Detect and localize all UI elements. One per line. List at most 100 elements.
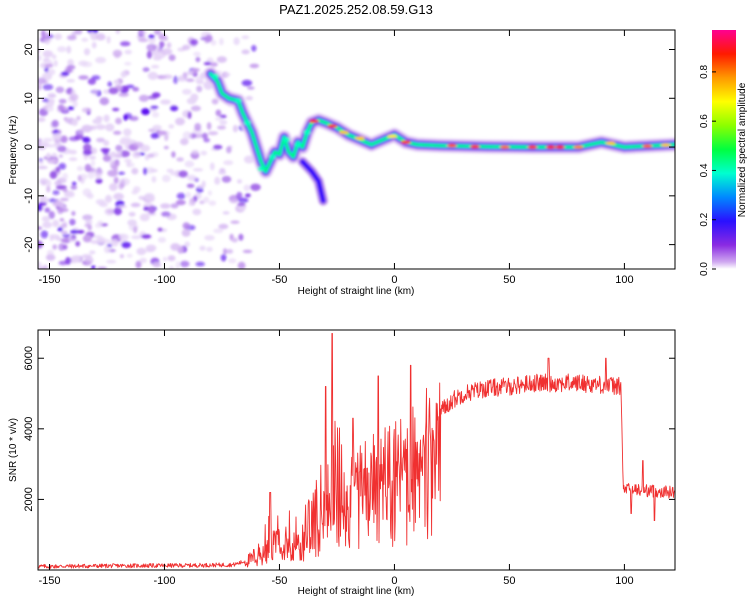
noise-blob [150,132,159,139]
noise-blob [48,211,55,219]
noise-blob [146,50,152,59]
noise-blob [223,248,227,255]
colorbar-ticks: 0.0 0.2 0.4 0.6 0.8 [699,64,716,276]
noise-blob [42,137,54,143]
noise-blob [44,105,54,112]
noise-blob [52,190,60,196]
noise-blob [52,200,63,207]
noise-blob [120,136,131,141]
noise-blob [201,132,208,139]
noise-blob [109,183,118,192]
noise-blob [95,56,107,64]
noise-blob [121,241,132,249]
noise-blob [67,59,74,67]
noise-blob [97,266,108,269]
noise-blob [112,107,120,112]
noise-blob [138,30,148,36]
noise-blob [66,79,76,83]
noise-blob [65,257,72,265]
noise-blob [87,78,96,85]
noise-blob [81,124,93,133]
noise-blob [147,71,159,80]
noise-blob [60,230,68,234]
spectrogram-plot-area [38,30,675,269]
noise-blob [117,205,128,209]
noise-blob [170,203,179,209]
noise-blob [242,249,253,254]
noise-blob [69,93,79,102]
noise-blob [166,42,172,49]
noise-blob [182,44,191,51]
noise-blob [118,182,124,190]
noise-blob [166,168,174,173]
noise-blob [230,220,240,224]
noise-blob [219,37,224,46]
noise-blob [58,154,63,158]
noise-blob [95,33,106,41]
noise-blob [195,56,201,63]
noise-blob [42,221,53,229]
noise-blob [49,170,58,179]
noise-blob [57,207,64,215]
noise-blob [186,183,195,188]
noise-blob [188,202,193,206]
noise-blob [69,218,76,226]
noise-blob [42,98,49,103]
snr-ylabel: SNR (10 * v/v) [8,418,19,482]
noise-blob [77,174,82,182]
y-tick-label: 20 [23,43,35,55]
noise-blob [186,78,195,82]
noise-blob [62,172,69,180]
ridge-hotspot [527,145,538,149]
noise-blob [250,183,261,191]
noise-blob [128,212,136,217]
noise-blob [72,100,78,108]
noise-blob [221,175,232,183]
noise-blob [214,176,221,185]
x-tick-label: -150 [38,274,60,286]
noise-blob [210,39,217,46]
ridge-hotspot [338,130,349,135]
noise-blob [41,197,48,203]
x-tick-label: -150 [38,575,60,587]
noise-blob [58,162,67,170]
noise-blob [81,37,89,42]
ridge-hotspot [605,141,616,145]
noise-blob [108,87,119,95]
noise-blob [206,122,212,130]
y-tick-label: 10 [23,92,35,104]
noise-blob [123,114,128,121]
noise-blob [182,131,192,140]
noise-blob [131,235,142,240]
noise-blob [157,227,163,232]
noise-blob [204,235,215,241]
noise-blob [118,171,125,175]
noise-blob [96,137,105,143]
noise-blob [171,151,176,158]
y-tick-label: -20 [23,237,35,253]
noise-blob [78,75,89,80]
noise-blob [181,88,192,95]
noise-blob [71,181,77,186]
snr-axes: -150 -100 -50 0 50 100 2000 4000 6000 [23,330,675,587]
noise-blob [152,262,162,268]
noise-blob [167,255,176,262]
noise-blob [67,236,77,243]
noise-blob [213,228,224,234]
colorbar-tick-label: 0.6 [699,114,710,128]
y-tick-label: -10 [23,188,35,204]
noise-blob [81,107,92,113]
noise-blob [87,171,95,180]
noise-blob [64,69,73,73]
spectrogram-ylabel: Frequency (Hz) [8,116,19,185]
noise-blob [181,229,191,237]
noise-blob [123,128,132,137]
noise-blob [45,254,56,261]
noise-blob [133,226,138,234]
noise-blob [95,178,103,184]
colorbar-tick-label: 0.4 [699,163,710,177]
noise-blob [226,249,234,254]
noise-blob [148,36,156,44]
